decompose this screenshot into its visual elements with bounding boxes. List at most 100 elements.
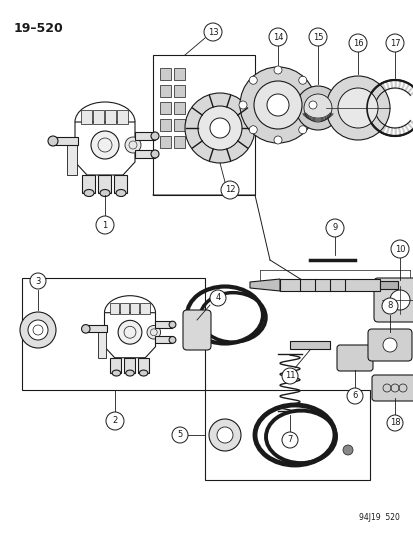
Bar — [173, 136, 185, 148]
Bar — [98, 175, 111, 193]
Circle shape — [268, 28, 286, 46]
Circle shape — [249, 126, 256, 134]
FancyBboxPatch shape — [183, 310, 211, 350]
Circle shape — [273, 136, 281, 144]
Bar — [173, 119, 185, 131]
Circle shape — [151, 132, 159, 140]
Circle shape — [30, 273, 46, 289]
Text: 5: 5 — [177, 431, 182, 440]
Circle shape — [48, 136, 58, 146]
Bar — [155, 336, 172, 343]
Circle shape — [204, 23, 221, 41]
Bar — [159, 136, 171, 148]
Ellipse shape — [139, 370, 147, 376]
Bar — [97, 332, 106, 358]
Circle shape — [390, 240, 408, 258]
Circle shape — [209, 290, 225, 306]
Bar — [140, 303, 149, 314]
Text: 6: 6 — [351, 392, 357, 400]
Text: 11: 11 — [284, 372, 294, 381]
Circle shape — [308, 28, 326, 46]
Circle shape — [171, 427, 188, 443]
Text: 16: 16 — [352, 38, 363, 47]
Text: 17: 17 — [389, 38, 399, 47]
Ellipse shape — [100, 190, 110, 197]
Circle shape — [325, 76, 389, 140]
Text: 12: 12 — [224, 185, 235, 195]
Bar — [114, 175, 127, 193]
Circle shape — [389, 290, 409, 310]
Circle shape — [381, 298, 397, 314]
Bar — [173, 68, 185, 80]
Circle shape — [28, 320, 48, 340]
Circle shape — [346, 388, 362, 404]
Circle shape — [342, 445, 352, 455]
Circle shape — [169, 336, 176, 343]
Text: 18: 18 — [389, 418, 399, 427]
Circle shape — [240, 67, 315, 143]
Bar — [159, 102, 171, 114]
Bar — [159, 85, 171, 97]
Bar — [110, 358, 121, 373]
Circle shape — [337, 88, 377, 128]
Circle shape — [91, 131, 119, 159]
Polygon shape — [249, 279, 279, 291]
Bar — [109, 303, 119, 314]
Text: 14: 14 — [272, 33, 282, 42]
Text: 4: 4 — [215, 294, 220, 303]
Circle shape — [96, 216, 114, 234]
Bar — [153, 55, 254, 195]
Circle shape — [125, 137, 141, 153]
Text: 10: 10 — [394, 245, 404, 254]
Circle shape — [295, 86, 339, 130]
Circle shape — [273, 66, 281, 74]
Bar — [50, 137, 78, 145]
Circle shape — [298, 76, 306, 84]
Ellipse shape — [112, 370, 120, 376]
Bar — [379, 281, 397, 289]
Circle shape — [106, 412, 124, 430]
Circle shape — [385, 34, 403, 52]
FancyBboxPatch shape — [367, 329, 411, 361]
Bar — [119, 303, 129, 314]
Circle shape — [266, 94, 288, 116]
Bar — [289, 341, 329, 349]
Bar — [117, 110, 128, 124]
Circle shape — [118, 320, 142, 344]
Circle shape — [308, 101, 316, 109]
Circle shape — [209, 118, 230, 138]
Circle shape — [386, 415, 402, 431]
Bar — [159, 119, 171, 131]
Bar — [155, 321, 172, 328]
Bar — [67, 145, 77, 175]
FancyBboxPatch shape — [371, 375, 413, 401]
Text: 1: 1 — [102, 221, 107, 230]
Circle shape — [169, 321, 176, 328]
Bar — [135, 132, 154, 140]
Text: 15: 15 — [312, 33, 323, 42]
Bar — [124, 358, 135, 373]
Circle shape — [209, 419, 240, 451]
Ellipse shape — [116, 190, 126, 197]
Circle shape — [20, 312, 56, 348]
Text: 94J19  520: 94J19 520 — [358, 513, 399, 522]
Circle shape — [197, 106, 242, 150]
Bar — [93, 110, 104, 124]
Text: 3: 3 — [35, 277, 40, 286]
Text: 2: 2 — [112, 416, 117, 425]
Text: 7: 7 — [287, 435, 292, 445]
Bar — [83, 326, 107, 332]
Circle shape — [185, 93, 254, 163]
FancyBboxPatch shape — [336, 345, 372, 371]
Bar — [135, 150, 154, 158]
Bar — [82, 175, 95, 193]
Bar — [159, 68, 171, 80]
Bar — [105, 110, 116, 124]
Text: 13: 13 — [207, 28, 218, 36]
Ellipse shape — [84, 190, 94, 197]
Circle shape — [382, 338, 396, 352]
Circle shape — [325, 219, 343, 237]
Bar — [22, 278, 204, 390]
Circle shape — [238, 101, 247, 109]
Circle shape — [81, 325, 90, 333]
